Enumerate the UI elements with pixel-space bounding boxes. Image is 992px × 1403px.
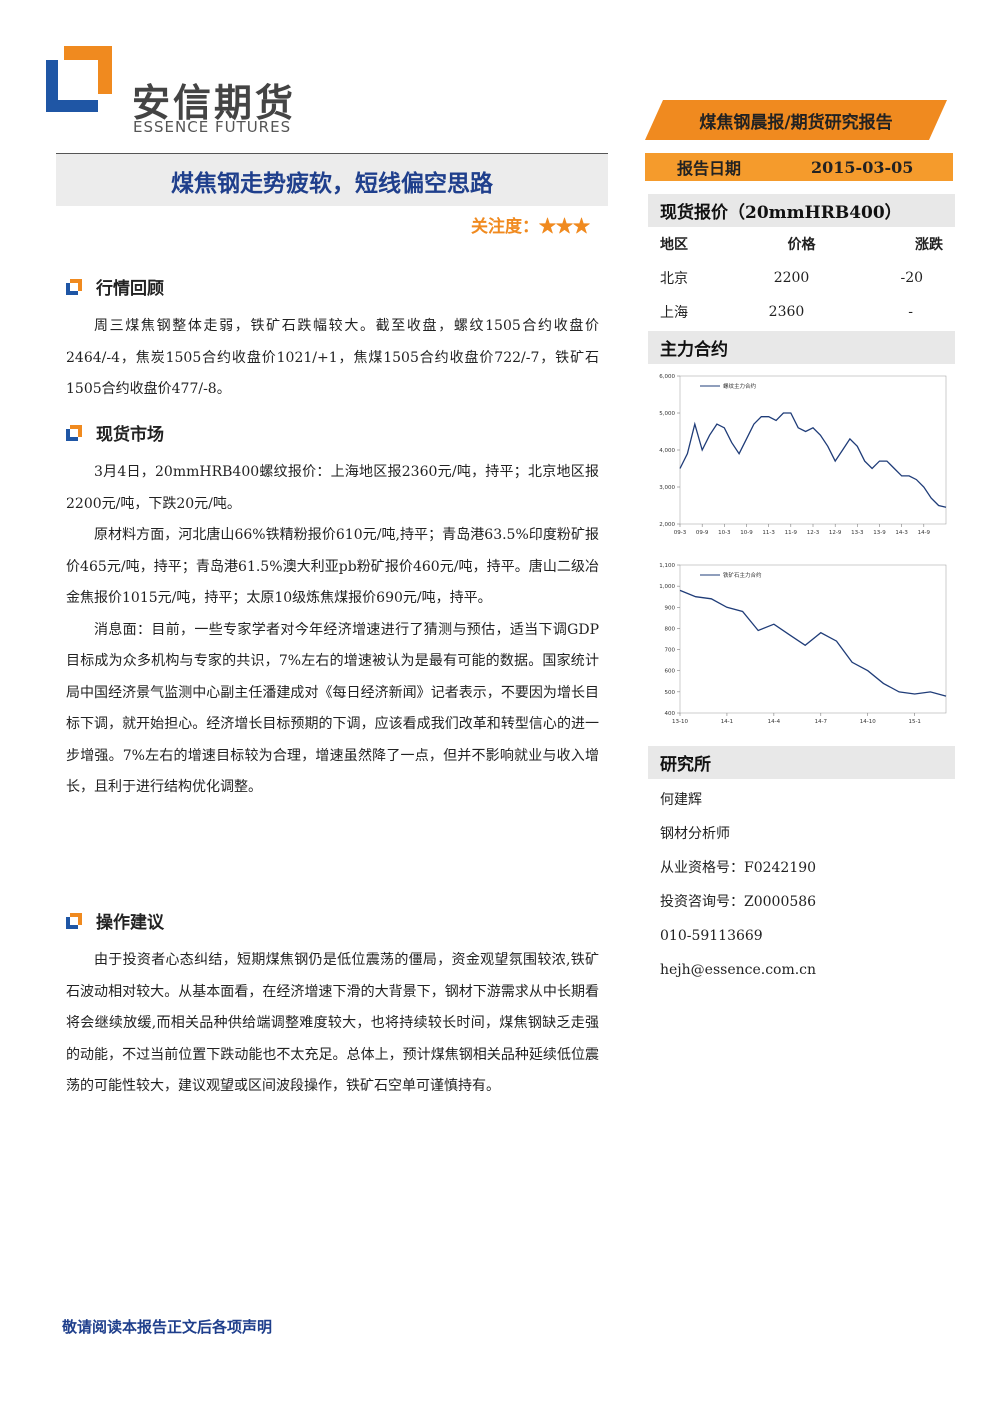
report-type-banner: [645, 100, 947, 140]
report-type: 煤焦钢晨报/期货研究报告: [699, 113, 893, 133]
x-tick-label: 14-9: [918, 530, 931, 536]
attention: 关注度：★★★: [471, 217, 590, 237]
x-tick-label: 14-4: [768, 719, 781, 725]
institute-heading: 研究所: [648, 746, 955, 779]
x-tick-label: 10-9: [740, 530, 753, 536]
section-heading: 行情回顾: [96, 279, 164, 299]
x-tick-label: 14-10: [860, 719, 876, 725]
title: 煤焦钢走势疲软，短线偏空思路: [171, 170, 493, 197]
company: 安信期货: [132, 80, 297, 125]
table-row: 北京 2200 -20: [648, 261, 955, 295]
x-tick-label: 10-3: [718, 530, 731, 536]
x-tick-label: 12-3: [807, 530, 820, 536]
x-tick-label: 14-7: [815, 719, 828, 725]
x-tick-label: 13-10: [672, 719, 688, 725]
logo: [46, 46, 112, 112]
legend-label: 螺纹主力合约: [723, 382, 757, 390]
y-tick-label: 900: [665, 605, 676, 611]
y-tick-label: 5,000: [659, 411, 675, 417]
td: 2360: [768, 304, 805, 320]
th: 地区: [660, 237, 688, 253]
chart: 400 500 600 700 800 900 1,000 1,100 13-10 14-1 14-…: [659, 563, 947, 725]
paragraph: 由于投资者心态纠结，短期煤焦钢仍是低位震荡的僵局，资金观望氛围较浓,铁矿石波动相…: [66, 952, 599, 1094]
plot-area: [679, 564, 947, 714]
x-tick-label: 13-9: [873, 530, 886, 536]
td: 上海: [660, 305, 688, 321]
series-line: [679, 412, 947, 508]
section: 行情回顾 周三煤焦钢整体走弱，铁矿石跌幅较大。截至收盘，螺纹1505合约收盘价2…: [66, 274, 599, 406]
paragraph: 消息面：目前，一些专家学者对今年经济增速进行了猜测与预估，适当下调GDP目标成为…: [66, 621, 599, 796]
th: 涨跌: [914, 237, 943, 253]
x-tick-label: 11-3: [762, 530, 775, 536]
series-line: [679, 589, 947, 697]
td: -20: [900, 270, 924, 286]
footer: 敬请阅读本报告正文后各项声明: [62, 1318, 273, 1336]
line: 投资咨询号：Z0000586: [660, 894, 817, 910]
institute: 何建辉 钢材分析师 从业资格号：F0242190 投资咨询号：Z0000586 …: [648, 779, 955, 991]
td: -: [908, 304, 913, 320]
plot-area: [679, 375, 947, 525]
x-tick-label: 12-9: [829, 530, 842, 536]
legend-label: 铁矿石主力合约: [723, 571, 762, 579]
section-heading: 现货市场: [96, 425, 164, 445]
y-tick-label: 600: [665, 669, 676, 675]
y-tick-label: 1,000: [659, 584, 675, 590]
contracts-heading: 主力合约: [648, 331, 955, 364]
table-header: 地区 价格 涨跌: [648, 227, 955, 261]
x-tick-label: 14-1: [721, 719, 733, 725]
section-heading: 操作建议: [96, 913, 164, 933]
y-tick-label: 6,000: [659, 374, 675, 380]
y-tick-label: 500: [665, 690, 676, 696]
line: hejh@essence.com.cn: [660, 962, 817, 978]
y-tick-label: 2,000: [659, 522, 675, 528]
x-tick-label: 11-9: [785, 530, 798, 536]
date: 2015-03-05: [811, 157, 914, 177]
y-tick-label: 700: [665, 648, 676, 654]
chart: 2,000 3,000 4,000 5,000 6,000 09-3 09-9 10-3 10-…: [659, 374, 947, 536]
paragraph: 周三煤焦钢整体走弱，铁矿石跌幅较大。截至收盘，螺纹1505合约收盘价2464/-…: [66, 318, 599, 397]
x-tick-label: 09-9: [696, 530, 709, 536]
date-label: 报告日期: [677, 159, 742, 178]
td: 北京: [660, 271, 688, 287]
bullet: [66, 912, 82, 929]
line: 何建辉: [660, 792, 702, 808]
bullet: [66, 278, 82, 295]
line: 从业资格号：F0242190: [660, 860, 817, 876]
td: 2200: [773, 270, 810, 286]
title-bar: [56, 153, 608, 206]
sidebar: 现货报价（20mmHRB400） 地区 价格 涨跌 北京 2200 -20 上海 2360…: [648, 194, 955, 991]
paragraph: 原材料方面，河北唐山66%铁精粉报价610元/吨,持平；青岛港63.5%印度粉矿…: [66, 527, 599, 606]
y-tick-label: 800: [665, 626, 676, 632]
x-tick-label: 15-1: [908, 719, 920, 725]
y-tick-label: 1,100: [659, 563, 675, 569]
line: 010-59113669: [660, 928, 763, 944]
x-tick-label: 14-3: [895, 530, 908, 536]
date-bar: 报告日期 2015-03-05: [645, 153, 953, 181]
th: 价格: [787, 237, 816, 253]
paragraph: 3月4日，20mmHRB400螺纹报价：上海地区报2360元/吨，持平；北京地区…: [66, 464, 599, 512]
table-row: 上海 2360 -: [648, 295, 955, 329]
bullet: [66, 424, 82, 441]
y-tick-label: 4,000: [659, 448, 675, 454]
section: 操作建议 由于投资者心态纠结，短期煤焦钢仍是低位震荡的僵局，资金观望氛围较浓,铁…: [66, 908, 599, 1103]
x-tick-label: 13-3: [851, 530, 864, 536]
x-tick-label: 09-3: [674, 530, 687, 536]
company-en: ESSENCE FUTURES: [133, 118, 292, 136]
spot-heading: 现货报价（20mmHRB400）: [648, 194, 955, 227]
y-tick-label: 3,000: [659, 485, 675, 491]
y-tick-label: 400: [665, 711, 676, 717]
section: 现货市场 3月4日，20mmHRB400螺纹报价：上海地区报2360元/吨，持平…: [66, 420, 599, 804]
line: 钢材分析师: [660, 826, 730, 842]
